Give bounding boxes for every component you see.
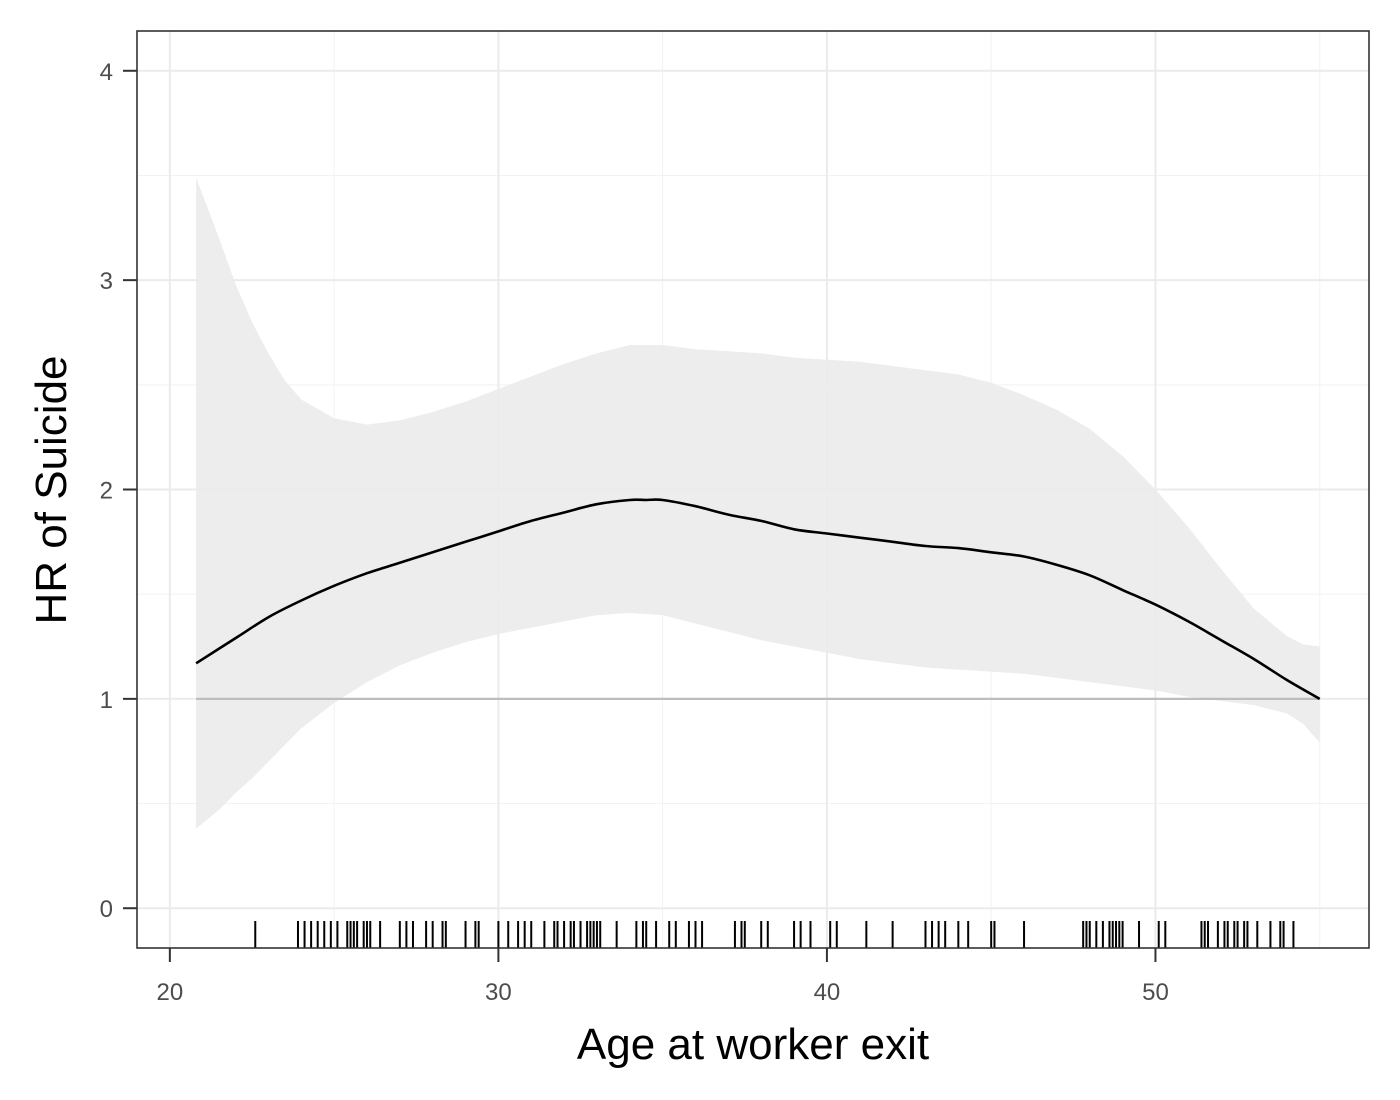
x-axis: 20 30 40 50 xyxy=(157,948,1169,1006)
rug-marks xyxy=(254,921,1295,948)
y-tick-label: 2 xyxy=(100,478,113,505)
y-axis-title: HR of Suicide xyxy=(27,355,76,624)
y-tick-label: 1 xyxy=(100,687,113,714)
y-axis: 0 1 2 3 4 xyxy=(100,59,137,923)
x-tick-label: 50 xyxy=(1142,979,1169,1006)
y-tick-label: 3 xyxy=(100,268,113,295)
x-axis-title: Age at worker exit xyxy=(577,1020,929,1069)
x-tick-label: 20 xyxy=(157,979,184,1006)
hr-curve xyxy=(195,498,1321,701)
x-tick-label: 30 xyxy=(485,979,512,1006)
x-tick-label: 40 xyxy=(814,979,841,1006)
y-tick-label: 0 xyxy=(100,896,113,923)
confidence-band xyxy=(196,177,1320,829)
y-tick-label: 4 xyxy=(100,59,113,86)
